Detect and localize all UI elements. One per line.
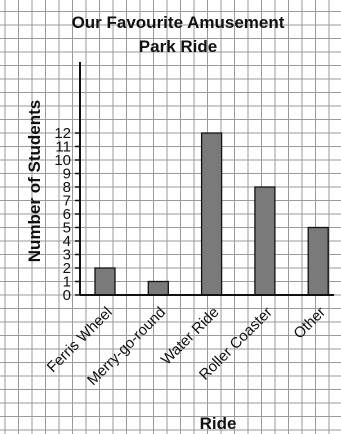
chart-title-line-1: Our Favourite Amusement (72, 13, 285, 32)
bars (94, 132, 329, 296)
y-tick-label: 9 (63, 166, 71, 183)
y-tick-label: 11 (55, 139, 71, 156)
bar (254, 186, 276, 296)
y-axis-label: Number of Students (25, 100, 44, 262)
chart-title-line-2: Park Ride (139, 37, 217, 56)
y-tick-label: 0 (63, 287, 71, 304)
bar (147, 280, 169, 296)
y-tick-label: 2 (63, 260, 71, 277)
bar (307, 226, 329, 296)
y-tick-label: 3 (63, 247, 71, 264)
axes (75, 62, 334, 296)
bar (200, 132, 223, 296)
y-tick-label: 8 (63, 179, 71, 196)
y-tick-label: 1 (63, 274, 71, 291)
y-tick-label: 7 (63, 193, 71, 210)
y-tick-label: 12 (54, 125, 71, 142)
y-tick-label: 4 (63, 233, 71, 250)
y-tick-label: 5 (63, 220, 71, 237)
y-tick-label: 10 (54, 152, 71, 169)
bar (94, 267, 116, 296)
y-tick-label: 6 (63, 206, 71, 223)
x-axis-label: Ride (200, 414, 237, 433)
x-category-label: Other (290, 304, 329, 343)
